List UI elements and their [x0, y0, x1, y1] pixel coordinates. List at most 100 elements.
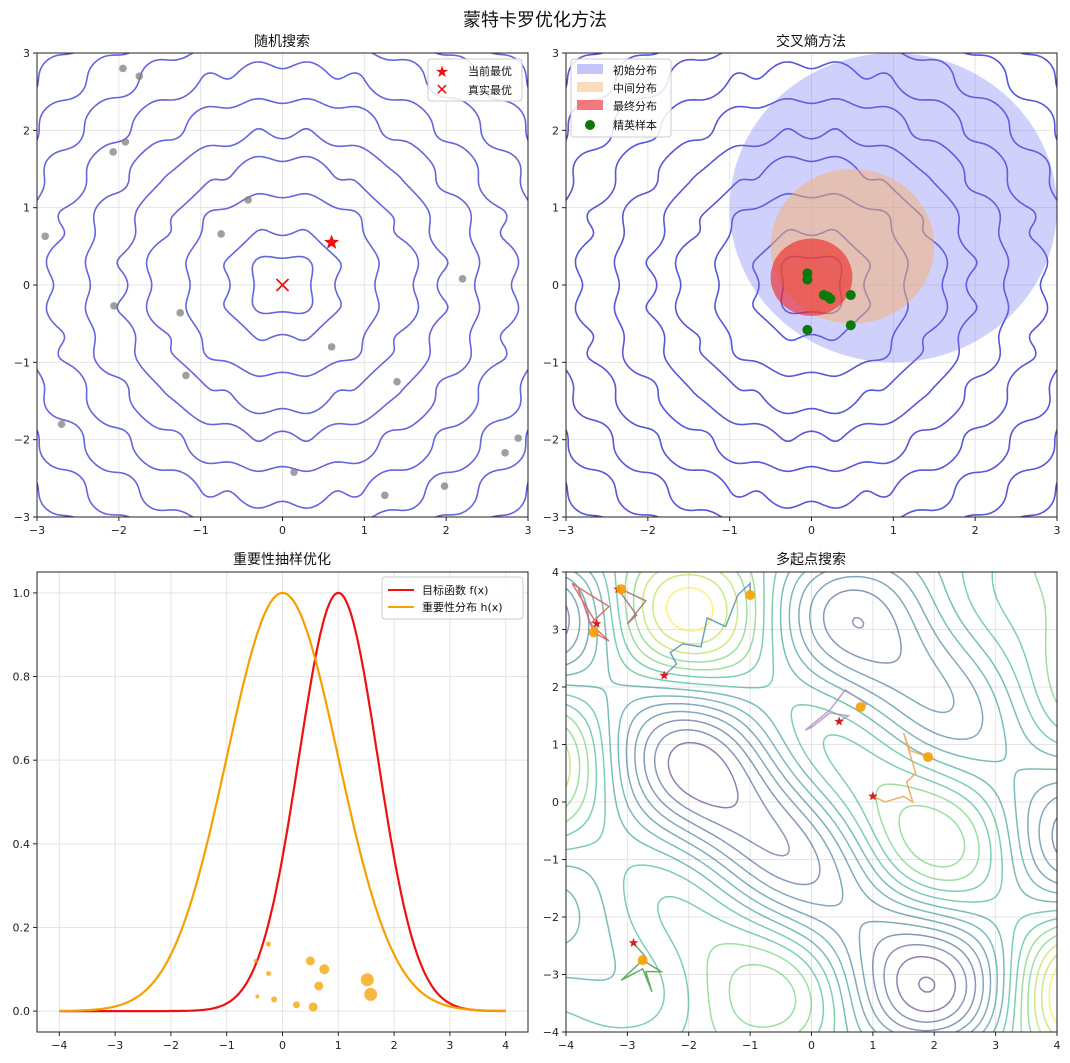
y-tick-label: −1 — [543, 854, 559, 867]
contour-line — [223, 228, 342, 342]
importance-sample — [364, 987, 378, 1001]
series-line-0 — [59, 591, 506, 1013]
x-tick-label: 2 — [972, 524, 979, 537]
sample-point — [244, 196, 252, 204]
y-tick-label: −3 — [543, 511, 559, 524]
x-tick-label: −4 — [51, 1039, 67, 1052]
x-tick-label: −2 — [681, 1039, 697, 1052]
legend-box — [427, 58, 523, 102]
x-tick-label: 4 — [1054, 1039, 1061, 1052]
legend-cross-icon: ✕ — [435, 80, 448, 99]
figure-title: 蒙特卡罗优化方法 — [463, 10, 607, 31]
contour-line — [566, 53, 1057, 517]
sample-point — [327, 343, 336, 351]
contour-line — [566, 572, 1057, 1032]
true-best-marker — [275, 278, 290, 292]
elite-sample — [845, 290, 856, 301]
x-tick-label: 1 — [335, 1039, 342, 1052]
end-marker — [923, 752, 934, 763]
start-marker — [834, 716, 844, 726]
elite-sample — [802, 274, 813, 285]
y-tick-label: 2 — [552, 681, 559, 694]
start-marker — [628, 937, 639, 947]
sample-point — [393, 377, 401, 386]
y-tick-label: −2 — [543, 911, 559, 924]
contour-line — [145, 155, 420, 415]
importance-sample — [308, 1002, 318, 1012]
legend-middle-swatch — [577, 82, 603, 92]
y-tick-label: 0 — [23, 279, 30, 292]
multi-start-marks — [571, 581, 934, 993]
importance-sampling-legend: 目标函数 f(x) 重要性分布 h(x) — [381, 576, 524, 620]
importance-sampling-panel: 重要性抽样优化 −4 −3 −2 −1 0 1 2 3 40.00.20.40.60.81.0 … — [13, 552, 529, 1052]
x-tick-label: 1 — [890, 524, 897, 537]
y-tick-label: −3 — [543, 969, 559, 982]
x-tick-label: 0 — [279, 524, 286, 537]
sample-point — [57, 420, 66, 429]
sample-point — [380, 491, 389, 500]
x-tick-label: −4 — [558, 1039, 574, 1052]
importance-sample — [292, 1001, 300, 1009]
contour-line — [645, 127, 978, 443]
y-tick-label: 0.6 — [13, 754, 31, 767]
y-tick-label: 1 — [552, 739, 559, 752]
end-marker — [616, 584, 627, 595]
start-marker — [659, 670, 669, 680]
importance-sample — [253, 958, 258, 963]
y-tick-label: −1 — [14, 356, 30, 369]
random-search-legend: ★ 当前最优 ✕ 真实最优 — [427, 58, 523, 102]
contour-line — [566, 572, 1057, 1032]
sample-point — [440, 482, 449, 490]
legend-elite: 精英样本 — [613, 118, 657, 132]
importance-sample — [305, 956, 315, 966]
x-tick-label: −2 — [640, 524, 656, 537]
y-tick-label: 3 — [552, 47, 559, 60]
x-tick-label: 2 — [931, 1039, 938, 1052]
importance-sampling-marks — [59, 591, 506, 1013]
cross-entropy-contours — [566, 53, 1057, 517]
importance-sample — [360, 973, 374, 987]
legend-elite-marker — [585, 120, 595, 130]
search-path — [872, 732, 929, 804]
x-tick-label: −3 — [29, 524, 45, 537]
y-tick-label: 1 — [552, 202, 559, 215]
y-tick-label: 4 — [552, 566, 559, 579]
cross-entropy-ticks: −3 −2 −1 0 1 2 3 3 2 1 0 −1 −2 −3 — [543, 47, 1061, 537]
search-path — [804, 688, 869, 731]
importance-sampling-ticks: −4 −3 −2 −1 0 1 2 3 4 0.0 0.2 0.4 0.6 0.8 1.0 — [13, 587, 510, 1052]
y-tick-label: −4 — [543, 1026, 559, 1039]
elite-sample — [845, 320, 856, 331]
x-tick-label: 3 — [525, 524, 532, 537]
contour-line — [116, 127, 449, 443]
end-marker — [588, 627, 599, 638]
y-tick-label: −3 — [14, 511, 30, 524]
multi-start-title: 多起点搜索 — [776, 551, 846, 568]
search-path — [663, 581, 751, 677]
y-tick-label: 0.8 — [13, 671, 31, 684]
sample-point — [501, 449, 509, 457]
cross-entropy-legend: 初始分布 中间分布 最终分布 精英样本 — [570, 58, 672, 138]
importance-sample — [255, 994, 260, 999]
importance-sample — [314, 981, 324, 991]
sample-point — [121, 138, 130, 146]
elite-sample — [825, 293, 836, 304]
y-tick-label: −1 — [543, 356, 559, 369]
multi-start-panel: 多起点搜索 −4 −3 −2 −1 0 1 2 3 4 4 3 2 1 0 −1 −2 −3 −4 — [543, 551, 1061, 1052]
contour-line — [674, 155, 949, 415]
x-tick-label: 0 — [808, 524, 815, 537]
contour-line — [918, 976, 936, 993]
x-tick-label: 0 — [808, 1039, 815, 1052]
legend-target: 目标函数 f(x) — [422, 583, 488, 597]
start-marker — [591, 618, 602, 628]
x-tick-label: 3 — [446, 1039, 453, 1052]
legend-box — [381, 576, 524, 620]
importance-sample — [266, 941, 272, 947]
contour-line — [566, 572, 1057, 1032]
x-tick-label: 3 — [1054, 524, 1061, 537]
y-tick-label: 1 — [23, 202, 30, 215]
y-tick-label: 0.0 — [13, 1005, 31, 1018]
sample-point — [217, 230, 225, 238]
legend-importance: 重要性分布 h(x) — [422, 600, 503, 614]
legend-true-best: 真实最优 — [468, 83, 512, 97]
cross-entropy-title: 交叉熵方法 — [776, 33, 846, 50]
